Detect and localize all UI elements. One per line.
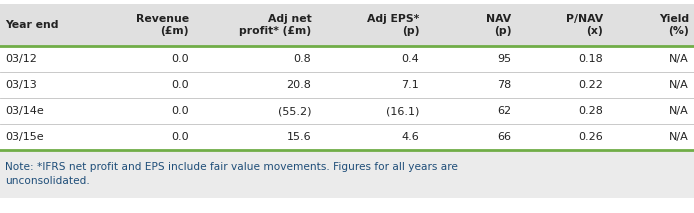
Text: 0.0: 0.0 xyxy=(171,106,189,116)
Text: 03/14e: 03/14e xyxy=(5,106,44,116)
Text: 66: 66 xyxy=(497,132,511,142)
Text: 0.22: 0.22 xyxy=(578,80,603,90)
Text: 4.6: 4.6 xyxy=(402,132,419,142)
Bar xyxy=(0,46,694,72)
Text: 95: 95 xyxy=(497,54,511,64)
Text: 0.28: 0.28 xyxy=(578,106,603,116)
Text: Revenue
(£m): Revenue (£m) xyxy=(135,14,189,36)
Text: 0.18: 0.18 xyxy=(578,54,603,64)
Text: 15.6: 15.6 xyxy=(287,132,312,142)
Text: Note: *IFRS net profit and EPS include fair value movements. Figures for all yea: Note: *IFRS net profit and EPS include f… xyxy=(5,162,458,186)
Text: 0.26: 0.26 xyxy=(578,132,603,142)
Text: (16.1): (16.1) xyxy=(386,106,419,116)
Text: N/A: N/A xyxy=(669,132,689,142)
Text: 62: 62 xyxy=(497,106,511,116)
Bar xyxy=(0,4,694,46)
Text: 7.1: 7.1 xyxy=(402,80,419,90)
Text: 03/15e: 03/15e xyxy=(5,132,44,142)
Text: N/A: N/A xyxy=(669,54,689,64)
Text: Yield
(%): Yield (%) xyxy=(659,14,689,36)
Text: 0.0: 0.0 xyxy=(171,80,189,90)
Text: NAV
(p): NAV (p) xyxy=(486,14,511,36)
Text: Year end: Year end xyxy=(5,20,58,30)
Text: 0.0: 0.0 xyxy=(171,54,189,64)
Text: 78: 78 xyxy=(497,80,511,90)
Bar xyxy=(0,150,694,198)
Text: P/NAV
(x): P/NAV (x) xyxy=(566,14,603,36)
Text: 0.0: 0.0 xyxy=(171,132,189,142)
Text: 03/13: 03/13 xyxy=(5,80,37,90)
Text: Adj EPS*
(p): Adj EPS* (p) xyxy=(367,14,419,36)
Text: 0.8: 0.8 xyxy=(294,54,312,64)
Text: N/A: N/A xyxy=(669,106,689,116)
Text: 0.4: 0.4 xyxy=(402,54,419,64)
Text: N/A: N/A xyxy=(669,80,689,90)
Text: Adj net
profit* (£m): Adj net profit* (£m) xyxy=(239,14,312,36)
Bar xyxy=(0,72,694,98)
Text: 20.8: 20.8 xyxy=(287,80,312,90)
Bar xyxy=(0,98,694,124)
Text: (55.2): (55.2) xyxy=(278,106,312,116)
Bar xyxy=(0,124,694,150)
Text: 03/12: 03/12 xyxy=(5,54,37,64)
